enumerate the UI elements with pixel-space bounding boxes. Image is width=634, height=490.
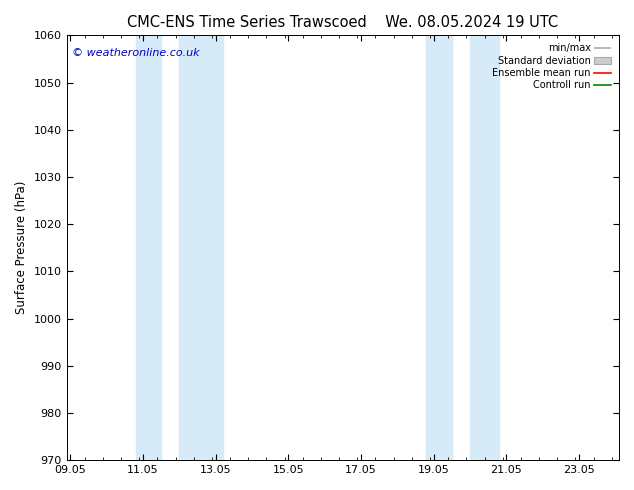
Text: © weatheronline.co.uk: © weatheronline.co.uk (72, 48, 200, 58)
Bar (427, 35, 452, 460)
Bar (179, 35, 223, 460)
Legend: min/max, Standard deviation, Ensemble mean run, Controll run: min/max, Standard deviation, Ensemble me… (489, 40, 614, 93)
Bar (136, 35, 161, 460)
Title: CMC-ENS Time Series Trawscoed    We. 08.05.2024 19 UTC: CMC-ENS Time Series Trawscoed We. 08.05.… (127, 15, 559, 30)
Bar (470, 35, 499, 460)
Y-axis label: Surface Pressure (hPa): Surface Pressure (hPa) (15, 181, 28, 315)
